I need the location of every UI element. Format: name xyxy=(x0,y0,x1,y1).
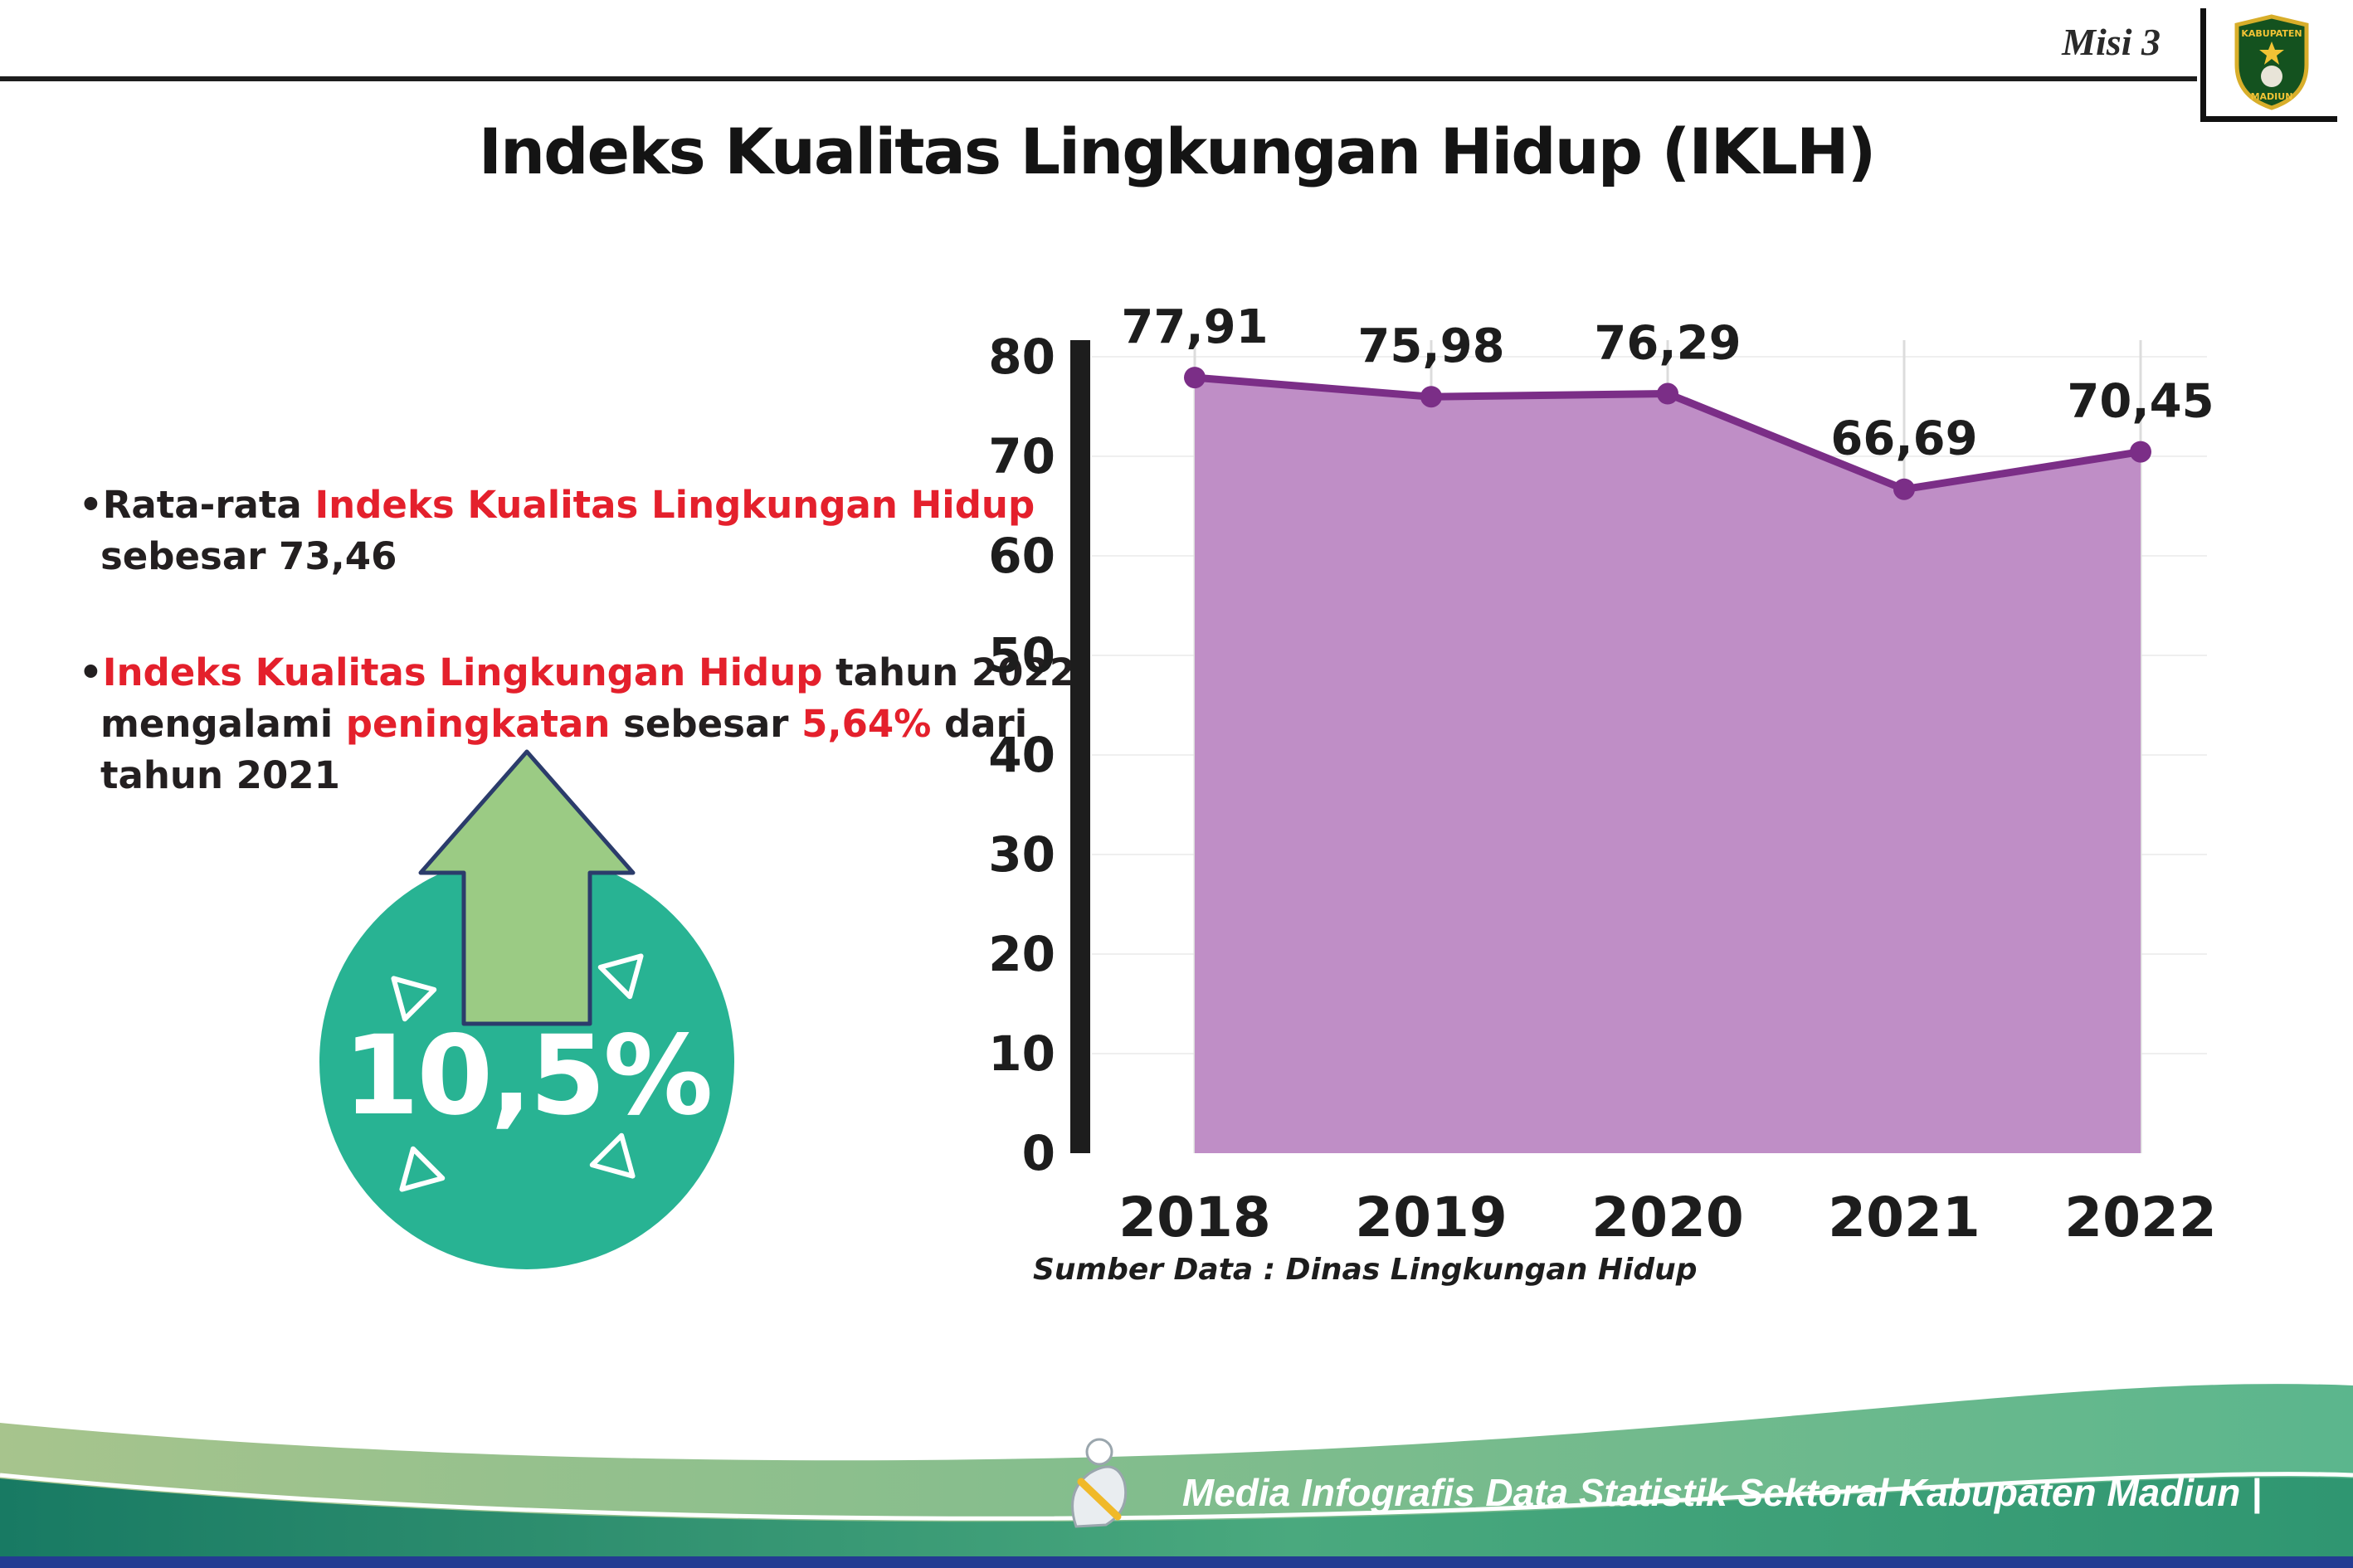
triangle-ornament-icon xyxy=(391,976,437,1022)
bullet-text-segment: 5,64% xyxy=(801,702,932,747)
chart-ytick-label: 80 xyxy=(988,329,1055,385)
bullet-text-segment: •Rata-rata xyxy=(79,483,315,527)
footer-wave xyxy=(0,1384,2353,1568)
bullet-text-segment: tahun 2021 xyxy=(100,753,340,798)
bullet-item: •Indeks Kualitas Lingkungan Hidup tahun … xyxy=(79,647,1075,801)
chart-ytick-label: 50 xyxy=(988,627,1055,684)
footer-bottom-strip xyxy=(0,1556,2353,1568)
bullet-text-segment: peningkatan xyxy=(345,702,611,747)
misi-label: Misi 3 xyxy=(2062,21,2161,63)
chart-point xyxy=(1420,386,1442,408)
footer-wave-front xyxy=(0,1477,2353,1568)
bullet-line: •Rata-rata Indeks Kualitas Lingkungan Hi… xyxy=(79,480,1035,531)
chart-ytick-label: 30 xyxy=(988,826,1055,883)
chart-ytick-label: 20 xyxy=(988,926,1055,982)
chart-point xyxy=(1657,382,1678,405)
chart-xtick-label: 2020 xyxy=(1591,1186,1744,1249)
triangle-ornament-icon xyxy=(589,1132,636,1179)
logo-emblem-circle xyxy=(2261,66,2282,87)
chart-value-label: 77,91 xyxy=(1121,300,1268,354)
footer-credit: Media Infografis Data Statistik Sektoral… xyxy=(1181,1471,2262,1514)
bullet-text-segment: mengalami xyxy=(100,702,346,747)
bullet-line: tahun 2021 xyxy=(79,750,983,801)
logo-frame: KABUPATEN MADIUN xyxy=(2200,8,2337,122)
increase-arrow-icon xyxy=(418,749,636,1026)
chart-xtick-label: 2022 xyxy=(2064,1186,2217,1249)
chart-ytick-label: 70 xyxy=(988,428,1055,485)
footer-wave-highlight xyxy=(0,1472,2353,1521)
chart-xtick-label: 2018 xyxy=(1118,1186,1271,1249)
iklh-area-chart: 77,91 75,98 76,29 66,69 70,45 0 10 20 30 40 50 60 70… xyxy=(946,290,2240,1327)
chart-value-label: 66,69 xyxy=(1830,412,1977,466)
chart-ytick-label: 10 xyxy=(988,1025,1055,1082)
bullet-text-segment: sebesar 73,46 xyxy=(100,534,397,579)
source-note: Sumber Data : Dinas Lingkungan Hidup xyxy=(1033,1253,1698,1287)
chart-xtick-label: 2019 xyxy=(1355,1186,1508,1249)
chart-point xyxy=(2130,441,2151,463)
increase-badge: 10,5% xyxy=(319,749,734,1269)
chart-area xyxy=(1195,377,2141,1153)
chart-value-label: 75,98 xyxy=(1357,319,1504,373)
mascot-icon xyxy=(1071,1438,1128,1528)
triangle-ornament-icon xyxy=(597,953,644,1000)
logo-top-text: KABUPATEN xyxy=(2241,28,2302,39)
bullet-text-segment: Indeks Kualitas Lingkungan Hidup xyxy=(314,483,1035,527)
chart-xtick-label: 2021 xyxy=(1828,1186,1980,1249)
logo-star-icon xyxy=(2259,41,2284,65)
bullet-line: sebesar 73,46 xyxy=(79,531,983,582)
chart-value-label: 70,45 xyxy=(2067,375,2214,429)
chart-point xyxy=(1184,367,1206,389)
triangle-ornament-icon xyxy=(399,1146,446,1192)
logo-bottom-text: MADIUN xyxy=(2251,91,2293,102)
header-rule xyxy=(0,76,2197,81)
chart-y-axis xyxy=(1070,340,1090,1153)
bullet-line: mengalami peningkatan sebesar 5,64% dari xyxy=(79,699,1027,750)
page-title: Indeks Kualitas Lingkungan Hidup (IKLH) xyxy=(478,114,1877,188)
bullet-text-segment: sebesar xyxy=(610,702,802,747)
chart-value-label: 76,29 xyxy=(1594,317,1741,371)
badge-value: 10,5% xyxy=(343,1012,714,1140)
chart-ytick-label: 40 xyxy=(988,727,1055,783)
badge-ornaments xyxy=(391,953,644,1192)
chart-canvas: 77,91 75,98 76,29 66,69 70,45 0 10 20 30 40 50 60 70… xyxy=(988,300,2217,1249)
kabupaten-madiun-logo: KABUPATEN MADIUN xyxy=(2234,14,2309,110)
bullet-item: •Rata-rata Indeks Kualitas Lingkungan Hi… xyxy=(79,480,1035,582)
bullet-line: •Indeks Kualitas Lingkungan Hidup tahun … xyxy=(79,647,1075,699)
bullet-text-segment: • xyxy=(79,650,103,695)
chart-ytick-label: 0 xyxy=(1022,1125,1055,1181)
logo-shield-shape xyxy=(2234,14,2309,110)
bullet-list: •Rata-rata Indeks Kualitas Lingkungan Hi… xyxy=(79,480,1075,801)
chart-point xyxy=(1893,478,1915,500)
bullet-text-segment: Indeks Kualitas Lingkungan Hidup xyxy=(102,650,823,695)
bullet-text-segment: tahun 2022 xyxy=(822,650,1076,695)
chart-ytick-label: 60 xyxy=(988,528,1055,584)
bullet-text-segment: dari xyxy=(931,702,1028,747)
